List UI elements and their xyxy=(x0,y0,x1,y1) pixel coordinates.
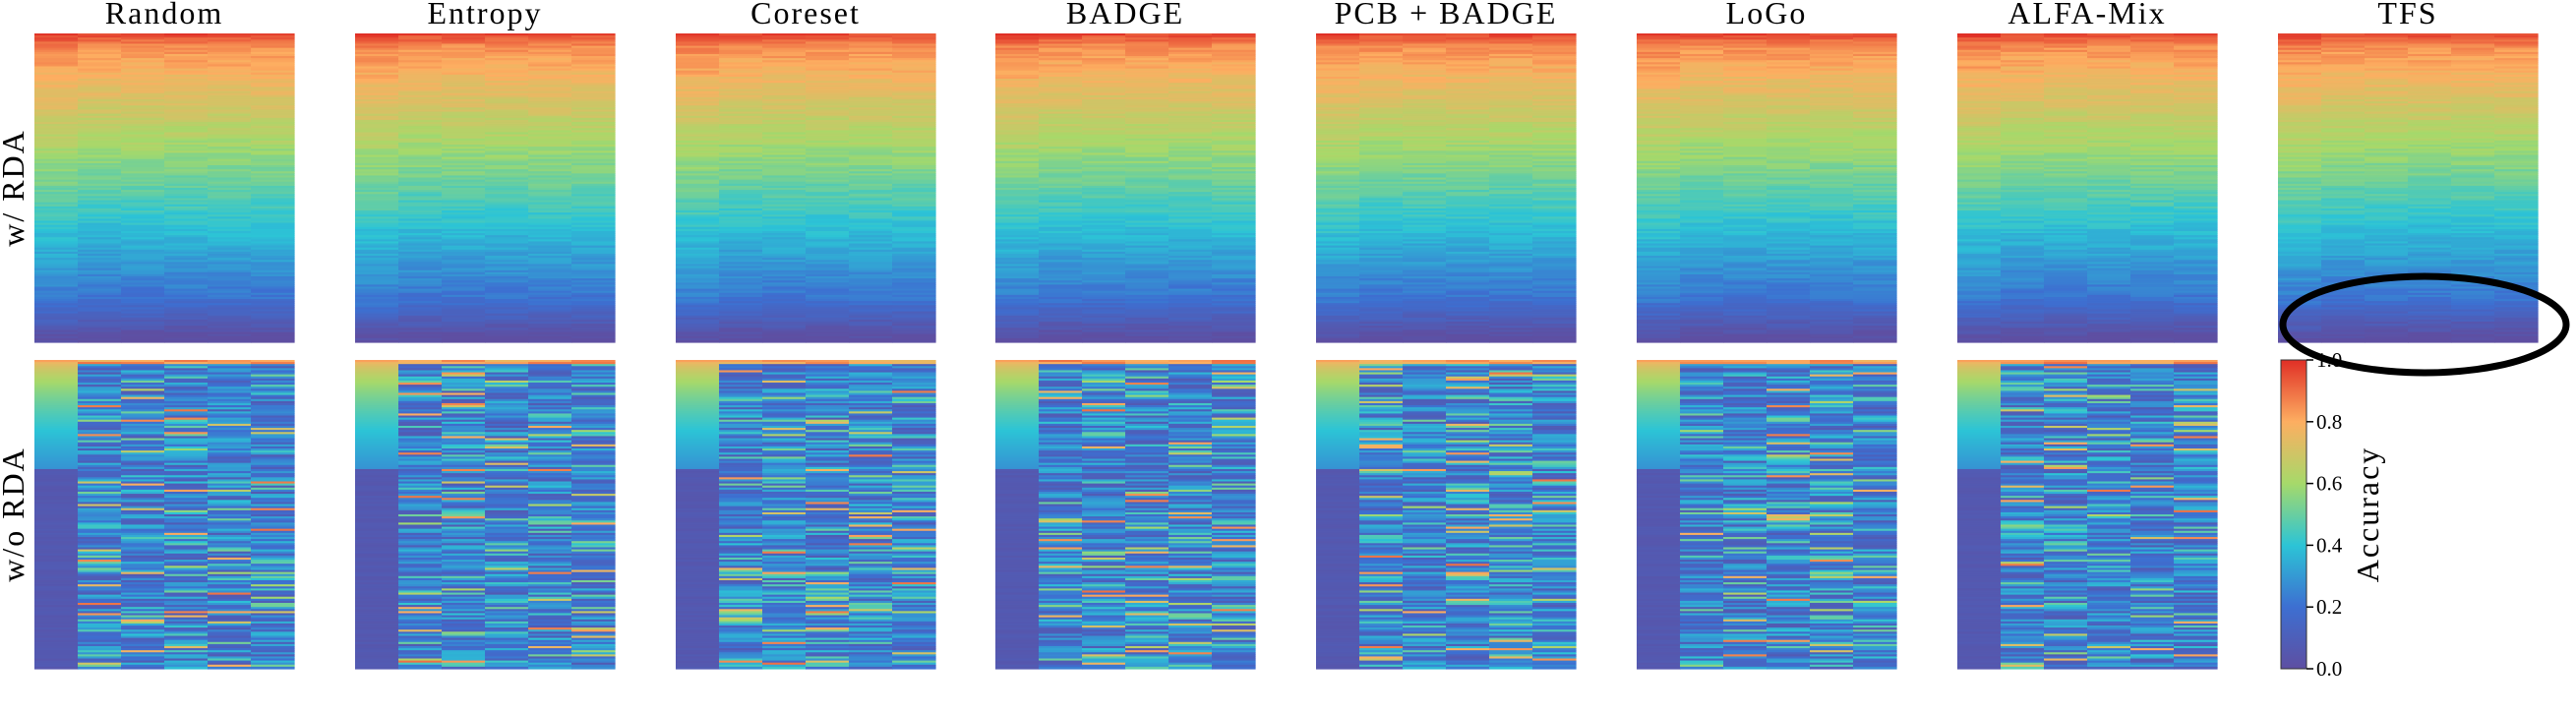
heatmap-cell xyxy=(1168,340,1213,343)
heatmap-cell xyxy=(1212,340,1256,343)
heatmap-panels xyxy=(34,33,2539,670)
heatmap-panel xyxy=(1316,33,1577,343)
heatmap-cell xyxy=(806,340,850,343)
heatmap-cell xyxy=(1446,340,1490,343)
heatmap-cell xyxy=(1532,340,1577,343)
heatmap-cell xyxy=(1039,340,1083,343)
method-title: PCB + BADGE xyxy=(1335,0,1558,30)
heatmap-cell xyxy=(164,340,209,343)
row-label: w/o RDA xyxy=(0,446,30,582)
heatmap-cell xyxy=(762,340,807,343)
heatmap-cell xyxy=(892,340,936,343)
heatmap-cell xyxy=(849,340,893,343)
method-title: Entropy xyxy=(427,0,542,30)
method-title: TFS xyxy=(2377,0,2437,30)
heatmap-cell xyxy=(208,340,252,343)
heatmap-panel xyxy=(1637,33,1897,343)
heatmap-cell xyxy=(121,340,165,343)
heatmap-cell xyxy=(1359,340,1404,343)
heatmap-cell xyxy=(485,340,529,343)
heatmap-cell xyxy=(442,340,486,343)
heatmap-cell xyxy=(78,340,122,343)
method-title: LoGo xyxy=(1726,0,1808,30)
heatmap-cell xyxy=(995,340,1040,343)
row-label: w/ RDA xyxy=(0,129,30,247)
heatmap-cell xyxy=(1489,340,1533,343)
heatmap-panel xyxy=(34,33,295,343)
heatmap-cell xyxy=(1403,340,1447,343)
heatmap-cell xyxy=(251,340,295,343)
heatmap-cell xyxy=(1125,340,1169,343)
heatmap-panel xyxy=(676,33,936,343)
method-title: BADGE xyxy=(1066,0,1184,30)
heatmap-cell xyxy=(571,340,616,343)
method-title: ALFA-Mix xyxy=(2007,0,2166,30)
heatmap-cell xyxy=(719,340,763,343)
method-title: Random xyxy=(105,0,223,30)
method-title: Coreset xyxy=(750,0,861,30)
heatmap-cell xyxy=(1316,340,1360,343)
row-labels: w/ RDA w/o RDA xyxy=(0,129,30,582)
heatmap-cell xyxy=(355,340,399,343)
heatmap-cell xyxy=(1082,340,1126,343)
heatmap-panel xyxy=(355,33,616,343)
method-titles: Random Entropy Coreset BADGE PCB + BADGE LoGo… xyxy=(105,0,2438,30)
heatmap-cell xyxy=(528,340,572,343)
heatmap-cell xyxy=(676,340,720,343)
heatmap-panel xyxy=(995,33,1256,343)
heatmap-cell xyxy=(398,340,443,343)
heatmap-cell xyxy=(34,340,79,343)
